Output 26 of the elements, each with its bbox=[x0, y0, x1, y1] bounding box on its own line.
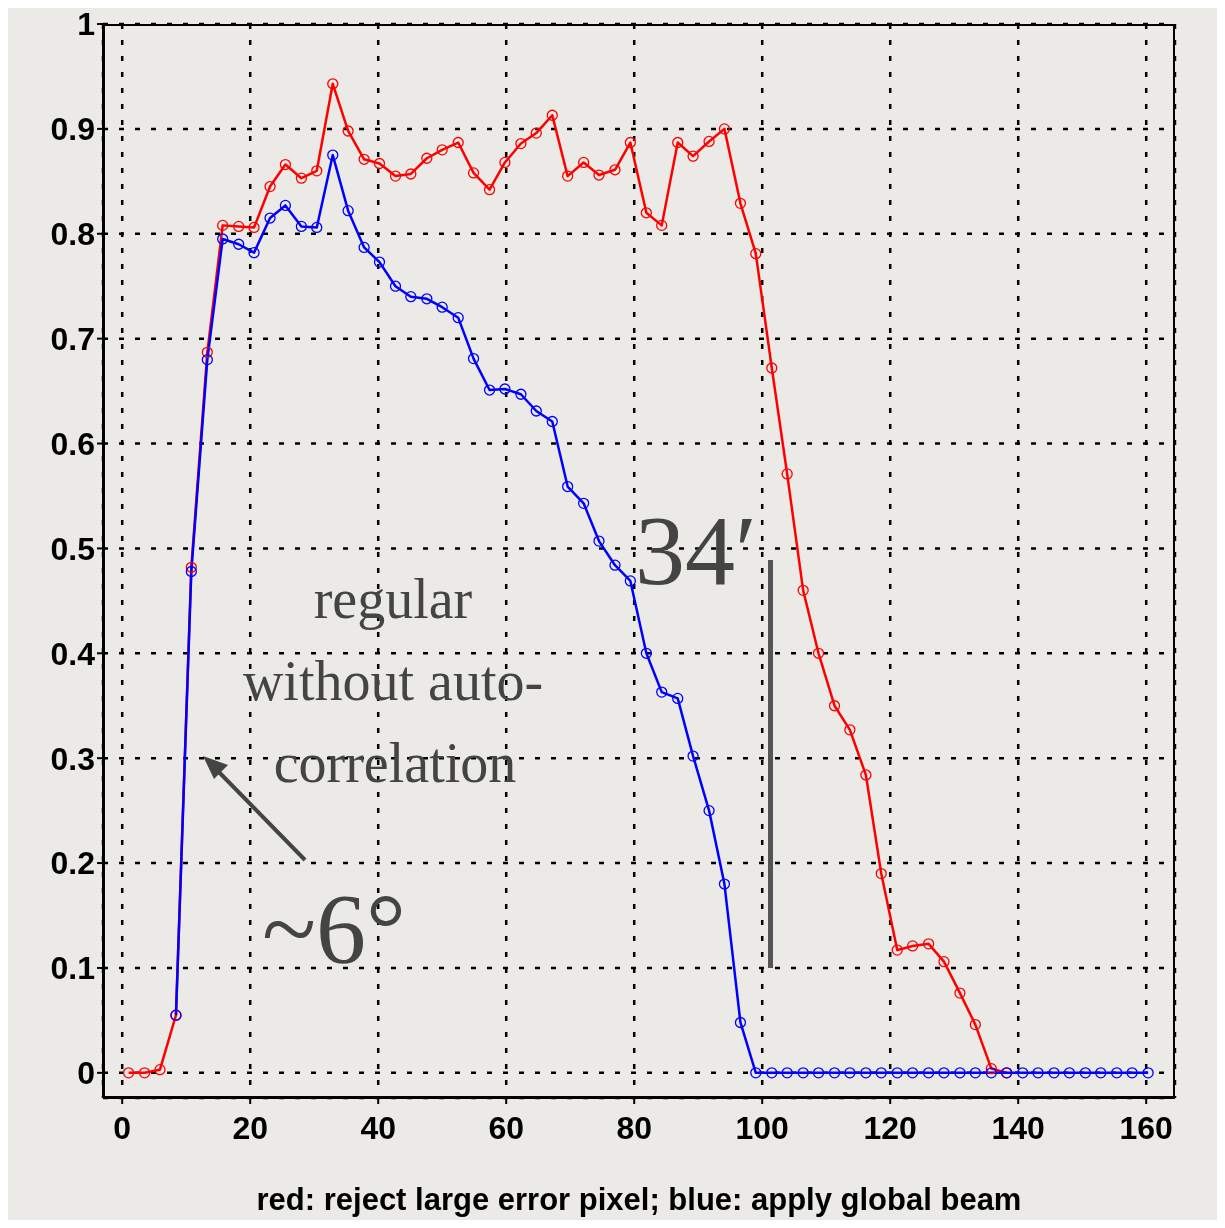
x-tick-label: 100 bbox=[735, 1109, 789, 1146]
x-tick-label: 140 bbox=[991, 1109, 1045, 1146]
y-tick-label: 0.8 bbox=[50, 216, 95, 253]
annotation: ~6° bbox=[262, 873, 407, 984]
y-tick-label: 1 bbox=[77, 6, 95, 43]
annotation: correlation bbox=[273, 732, 517, 794]
y-tick-label: 0.4 bbox=[50, 635, 96, 672]
y-tick-label: 0.1 bbox=[50, 950, 95, 987]
y-tick-label: 0.2 bbox=[50, 845, 95, 882]
annotation: regular bbox=[313, 568, 473, 630]
y-tick-label: 0.7 bbox=[50, 321, 95, 358]
x-axis-title: red: reject large error pixel; blue: apply global beam bbox=[256, 1182, 1022, 1217]
x-tick-label: 80 bbox=[616, 1109, 652, 1146]
x-tick-label: 160 bbox=[1119, 1109, 1173, 1146]
x-tick-label: 20 bbox=[232, 1109, 268, 1146]
x-tick-label: 0 bbox=[113, 1109, 132, 1146]
y-tick-label: 0 bbox=[77, 1055, 95, 1092]
annotation: 34′ bbox=[635, 495, 757, 606]
x-tick-label: 60 bbox=[488, 1109, 524, 1146]
y-tick-label: 0.6 bbox=[50, 425, 95, 462]
y-tick-label: 0.9 bbox=[50, 111, 95, 148]
y-tick-label: 0.3 bbox=[50, 740, 95, 777]
annotation: without auto- bbox=[242, 650, 544, 712]
y-tick-label: 0.5 bbox=[50, 530, 95, 567]
x-tick-label: 120 bbox=[863, 1109, 917, 1146]
x-tick-label: 40 bbox=[360, 1109, 396, 1146]
